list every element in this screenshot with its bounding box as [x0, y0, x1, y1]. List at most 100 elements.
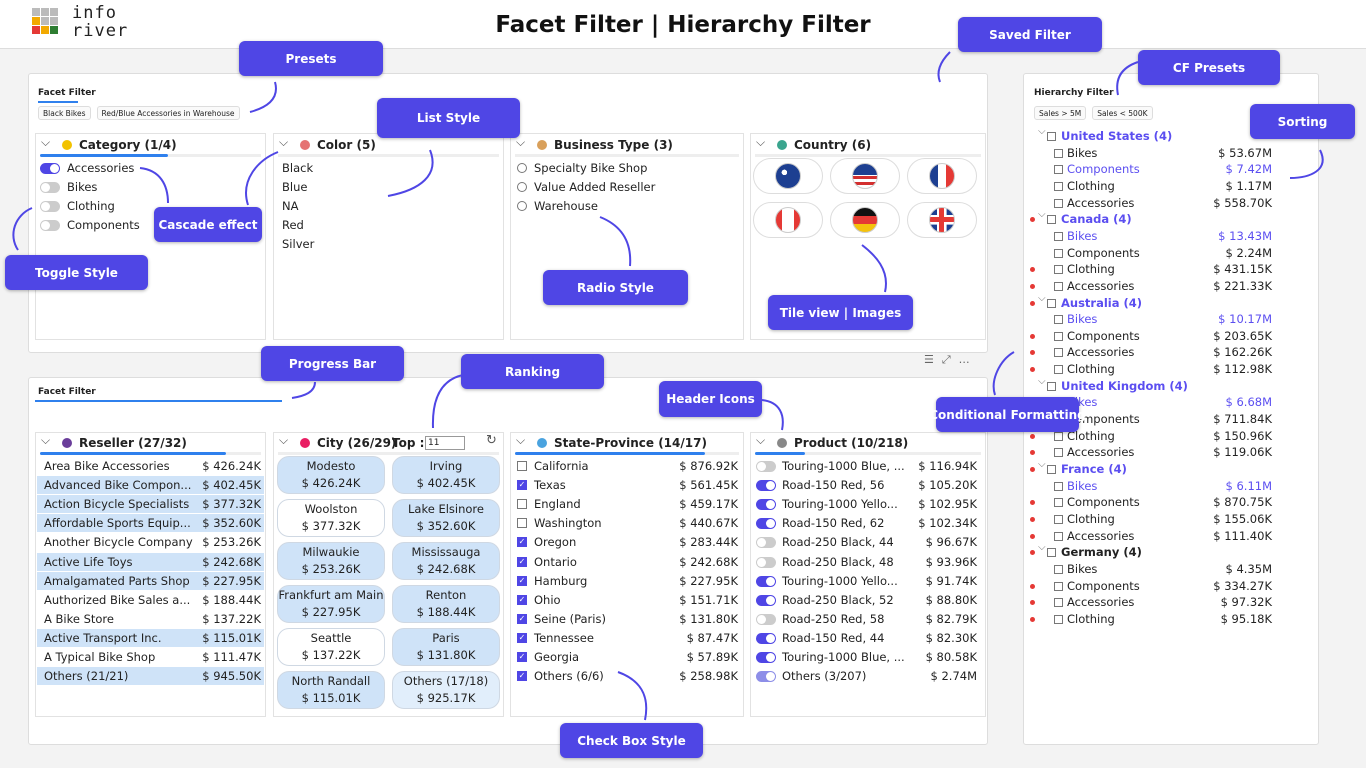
- city-tile[interactable]: [277, 671, 385, 709]
- item-value: $ 7.42M: [1225, 162, 1273, 177]
- city-tile[interactable]: [277, 456, 385, 494]
- toggle[interactable]: [40, 182, 60, 193]
- city-tile[interactable]: [392, 628, 500, 666]
- checkbox[interactable]: ✓: [517, 556, 527, 567]
- header-underline: [755, 452, 805, 455]
- checkbox[interactable]: ✓: [517, 671, 527, 682]
- toggle[interactable]: [756, 499, 776, 511]
- checkbox[interactable]: [1054, 165, 1063, 175]
- city-tile[interactable]: [277, 585, 385, 623]
- checkbox[interactable]: [1054, 514, 1063, 524]
- radio[interactable]: [517, 201, 527, 211]
- checkbox[interactable]: ✓: [517, 594, 527, 605]
- checkbox[interactable]: [1047, 298, 1056, 308]
- row-name: Advanced Bike Compon...: [44, 478, 192, 493]
- cf-dot: [1030, 550, 1035, 556]
- item-name: Accessories: [1067, 195, 1135, 210]
- row-name: Road-150 Red, 56: [782, 478, 885, 493]
- checkbox[interactable]: [1054, 248, 1063, 258]
- checkbox[interactable]: [1047, 132, 1056, 141]
- checkbox[interactable]: [1054, 614, 1063, 624]
- city-tile[interactable]: [277, 499, 385, 537]
- checkbox[interactable]: [1054, 498, 1063, 508]
- callout: Tile view | Images: [768, 295, 913, 330]
- checkbox[interactable]: [1054, 581, 1063, 591]
- toggle[interactable]: [756, 594, 776, 606]
- toggle[interactable]: [756, 461, 776, 472]
- preset-chip[interactable]: Sales < 500K: [1092, 106, 1153, 120]
- radio[interactable]: [517, 163, 527, 173]
- country-tile[interactable]: [907, 202, 977, 238]
- checkbox[interactable]: [1054, 315, 1063, 325]
- country-tile[interactable]: [907, 158, 977, 194]
- toggle[interactable]: [756, 537, 776, 549]
- checkbox[interactable]: [1054, 331, 1063, 341]
- country-tile[interactable]: [830, 202, 900, 238]
- checkbox[interactable]: [1054, 598, 1063, 608]
- group-name: United States (4): [1061, 129, 1173, 143]
- checkbox[interactable]: [1047, 465, 1056, 474]
- country-tile[interactable]: [830, 158, 900, 194]
- toggle[interactable]: [40, 201, 60, 212]
- checkbox[interactable]: [1054, 231, 1063, 241]
- toggle[interactable]: [756, 632, 776, 644]
- country-tile[interactable]: [753, 158, 823, 194]
- checkbox[interactable]: [1054, 148, 1063, 158]
- checkbox[interactable]: [517, 461, 527, 471]
- top-input[interactable]: 11: [425, 436, 465, 450]
- checkbox[interactable]: [517, 499, 527, 510]
- checkbox[interactable]: ✓: [517, 652, 527, 662]
- item-value: $ 221.33K: [1213, 278, 1272, 293]
- preset-chip[interactable]: Sales > 5M: [1034, 106, 1087, 120]
- checkbox[interactable]: [1054, 564, 1063, 574]
- city-tile[interactable]: [392, 542, 500, 580]
- toggle[interactable]: [756, 613, 776, 625]
- checkbox[interactable]: [1047, 548, 1056, 558]
- checkbox[interactable]: [1054, 181, 1063, 191]
- checkbox[interactable]: [1047, 381, 1056, 391]
- checkbox[interactable]: [1054, 365, 1063, 375]
- checkbox[interactable]: ✓: [517, 613, 527, 624]
- toggle[interactable]: [756, 575, 776, 587]
- city-tile[interactable]: [392, 456, 500, 494]
- item-name: Clothing: [1067, 611, 1115, 626]
- toggle[interactable]: [756, 518, 776, 530]
- toggle[interactable]: [756, 480, 776, 492]
- toggle[interactable]: [756, 652, 776, 663]
- checkbox[interactable]: [1054, 431, 1063, 441]
- checkbox[interactable]: [1054, 281, 1063, 291]
- chevron: ⌵: [279, 433, 289, 447]
- checkbox[interactable]: [1054, 448, 1063, 458]
- checkbox[interactable]: ✓: [517, 575, 527, 586]
- item-value: $ 97.32K: [1220, 595, 1272, 610]
- list-item: Value Added Reseller: [534, 180, 656, 194]
- callout: Ranking: [461, 354, 604, 389]
- city-tile[interactable]: [392, 499, 500, 537]
- checkbox[interactable]: [1054, 265, 1063, 275]
- toggle[interactable]: [40, 220, 60, 231]
- city-tile[interactable]: [392, 585, 500, 623]
- preset-chip[interactable]: Black Bikes: [38, 106, 91, 120]
- checkbox[interactable]: ✓: [517, 632, 527, 643]
- toggle[interactable]: [756, 671, 776, 683]
- checkbox[interactable]: [1054, 531, 1063, 541]
- toggle[interactable]: [40, 163, 60, 174]
- city-tile[interactable]: [277, 628, 385, 666]
- checkbox[interactable]: [1047, 215, 1056, 225]
- checkbox[interactable]: [1054, 198, 1063, 208]
- item-name: Components: [1067, 412, 1140, 427]
- country-tile[interactable]: [753, 202, 823, 238]
- checkbox[interactable]: ✓: [517, 480, 527, 491]
- city-tile[interactable]: [392, 671, 500, 709]
- city-tile[interactable]: [277, 542, 385, 580]
- checkbox[interactable]: [1054, 348, 1063, 358]
- checkbox[interactable]: [517, 518, 527, 529]
- checkbox[interactable]: ✓: [517, 537, 527, 548]
- toggle[interactable]: [756, 556, 776, 568]
- radio[interactable]: [517, 182, 527, 192]
- checkbox[interactable]: [1054, 481, 1063, 491]
- panel-title: Facet Filter: [38, 387, 96, 397]
- page-title: Facet Filter | Hierarchy Filter: [495, 12, 871, 38]
- preset-chip[interactable]: Red/Blue Accessories in Warehouse: [96, 106, 240, 120]
- chevron: ⌵: [279, 135, 289, 149]
